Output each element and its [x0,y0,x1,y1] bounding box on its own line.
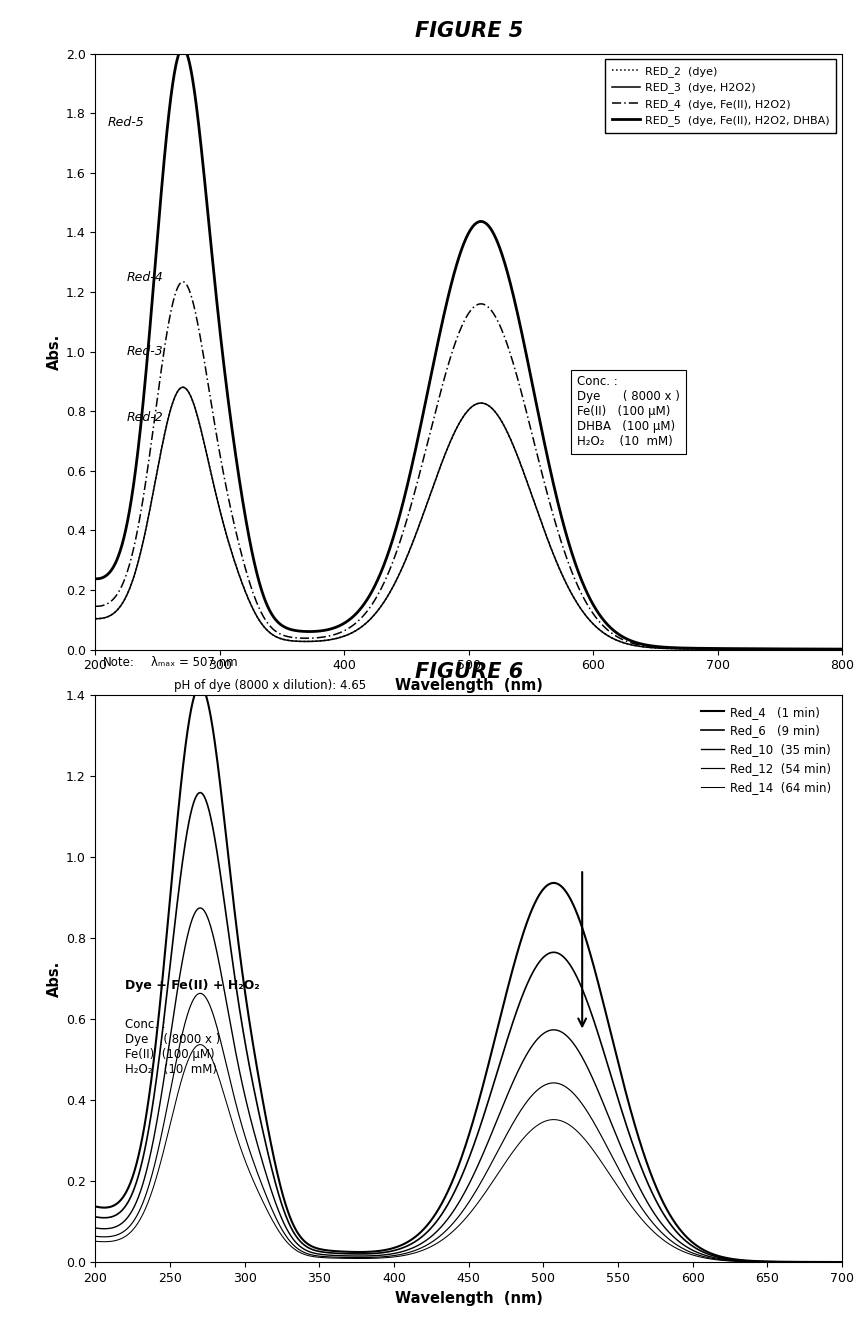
Text: Conc. :
Dye    ( 8000 x )
Fe(II)  (100 μM)
H₂O₂   (10  mM): Conc. : Dye ( 8000 x ) Fe(II) (100 μM) H… [125,1018,220,1076]
Text: Red-3: Red-3 [127,345,163,359]
Text: Red-5: Red-5 [108,115,145,129]
Legend: RED_2  (dye), RED_3  (dye, H2O2), RED_4  (dye, Fe(II), H2O2), RED_5  (dye, Fe(II: RED_2 (dye), RED_3 (dye, H2O2), RED_4 (d… [605,59,837,133]
Y-axis label: Abs.: Abs. [47,960,62,997]
Text: Dye + Fe(II) + H₂O₂: Dye + Fe(II) + H₂O₂ [125,979,260,991]
Title: FIGURE 6: FIGURE 6 [415,662,523,682]
X-axis label: Wavelength  (nm): Wavelength (nm) [395,1291,542,1305]
Title: FIGURE 5: FIGURE 5 [415,21,523,42]
Text: Conc. :
Dye      ( 8000 x )
Fe(II)   (100 μM)
DHBA   (100 μM)
H₂O₂    (10  mM): Conc. : Dye ( 8000 x ) Fe(II) (100 μM) D… [577,376,680,449]
Text: Red-4: Red-4 [127,271,163,283]
Text: λₘₐₓ = 507 nm: λₘₐₓ = 507 nm [152,657,238,669]
X-axis label: Wavelength  (nm): Wavelength (nm) [395,678,542,693]
Y-axis label: Abs.: Abs. [47,333,62,369]
Text: Note:: Note: [103,657,135,669]
Legend: Red_4   (1 min), Red_6   (9 min), Red_10  (35 min), Red_12  (54 min), Red_14  (6: Red_4 (1 min), Red_6 (9 min), Red_10 (35… [696,701,836,799]
Text: pH of dye (8000 x dilution): 4.65: pH of dye (8000 x dilution): 4.65 [174,680,366,692]
Text: Red-2: Red-2 [127,411,163,423]
